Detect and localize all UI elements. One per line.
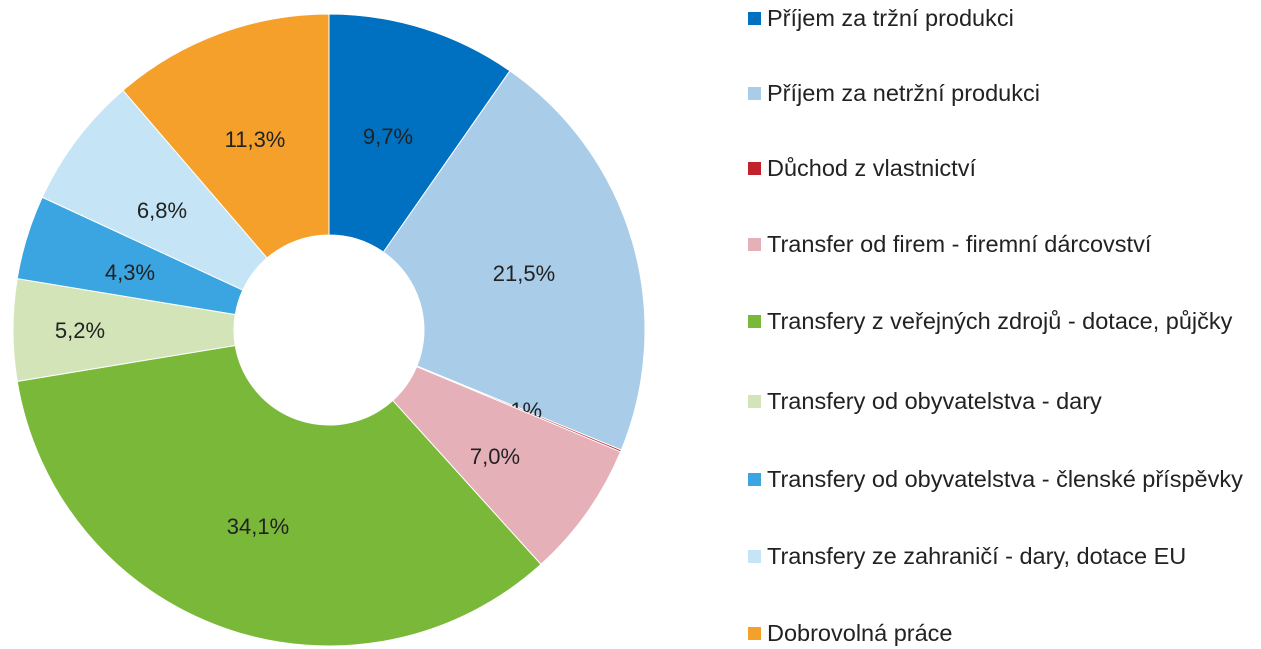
legend-item: Transfery od obyvatelstva - dary (748, 385, 1258, 417)
data-label: 4,3% (105, 260, 155, 285)
legend-swatch (748, 238, 761, 251)
legend-item: Transfery z veřejných zdrojů - dotace, p… (748, 305, 1258, 337)
donut-chart: 9,7%21,5%0,1%7,0%34,1%5,2%4,3%6,8%11,3% (12, 13, 646, 647)
donut-slice (122, 13, 330, 259)
legend-swatch (748, 12, 761, 25)
legend-swatch (748, 395, 761, 408)
legend-item: Příjem za netržní produkci (748, 77, 1258, 109)
donut-slice (328, 13, 511, 253)
legend-label: Příjem za tržní produkci (767, 5, 1014, 31)
legend-label: Transfery od obyvatelstva - členské přís… (767, 466, 1243, 492)
legend-swatch (748, 550, 761, 563)
legend-item: Důchod z vlastnictví (748, 152, 1258, 184)
legend-label: Příjem za netržní produkci (767, 80, 1040, 106)
data-label: 5,2% (55, 318, 105, 343)
data-label: 21,5% (493, 261, 555, 286)
legend-label: Transfer od firem - firemní dárcovství (767, 231, 1152, 257)
legend-item: Příjem za tržní produkci (748, 2, 1258, 34)
donut-slice (382, 70, 646, 451)
legend-item: Transfery od obyvatelstva - členské přís… (748, 463, 1258, 495)
data-label: 11,3% (225, 127, 286, 152)
legend-swatch (748, 315, 761, 328)
data-label: 9,7% (363, 124, 413, 149)
legend-item: Dobrovolná práce (748, 617, 1258, 649)
data-label: 34,1% (227, 514, 289, 539)
legend-label: Transfery ze zahraničí - dary, dotace EU (767, 543, 1187, 569)
legend-swatch (748, 473, 761, 486)
legend-label: Dobrovolná práce (767, 620, 953, 646)
donut-slice (41, 89, 268, 291)
legend-item: Transfer od firem - firemní dárcovství (748, 228, 1258, 260)
legend-item: Transfery ze zahraničí - dary, dotace EU (748, 540, 1258, 572)
legend-label: Transfery z veřejných zdrojů - dotace, p… (767, 308, 1233, 334)
donut-slice (16, 344, 542, 647)
data-label: 7,0% (470, 444, 520, 469)
legend-swatch (748, 87, 761, 100)
legend-label: Důchod z vlastnictví (767, 155, 976, 181)
legend-label: Transfery od obyvatelstva - dary (767, 388, 1102, 414)
legend-swatch (748, 627, 761, 640)
data-label: 6,8% (137, 198, 187, 223)
legend-swatch (748, 162, 761, 175)
